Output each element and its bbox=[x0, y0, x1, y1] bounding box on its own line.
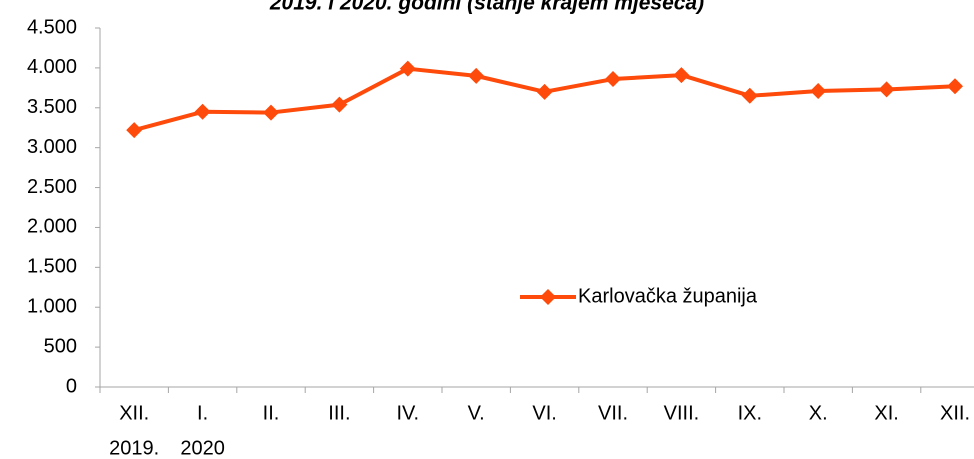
x-group-label: 2020 bbox=[180, 437, 225, 459]
y-tick-label: 1.500 bbox=[27, 256, 77, 278]
x-tick-label: II. bbox=[263, 402, 280, 424]
marker bbox=[536, 83, 553, 100]
x-tick-label: XII. bbox=[119, 402, 149, 424]
legend-label: Karlovačka županija bbox=[578, 285, 758, 307]
x-tick-label: IV. bbox=[396, 402, 419, 424]
x-tick-label: XI. bbox=[874, 402, 898, 424]
marker bbox=[399, 60, 416, 77]
legend-marker bbox=[540, 289, 556, 305]
y-tick-label: 500 bbox=[44, 335, 77, 357]
marker bbox=[194, 103, 211, 120]
x-group-label: 2019. bbox=[109, 437, 159, 459]
marker bbox=[468, 67, 485, 84]
y-tick-label: 4.500 bbox=[27, 16, 77, 38]
marker bbox=[741, 87, 758, 104]
y-tick-label: 0 bbox=[66, 375, 77, 397]
marker bbox=[263, 104, 279, 121]
y-tick-label: 3.000 bbox=[27, 136, 77, 158]
marker bbox=[331, 96, 348, 113]
x-tick-label: I. bbox=[197, 402, 208, 424]
marker bbox=[126, 122, 143, 139]
marker bbox=[947, 78, 963, 95]
x-tick-label: VIII. bbox=[664, 402, 700, 424]
y-tick-label: 2.500 bbox=[27, 176, 77, 198]
y-tick-label: 2.000 bbox=[27, 216, 77, 238]
marker bbox=[810, 83, 827, 100]
y-tick-label: 3.500 bbox=[27, 96, 77, 118]
x-tick-label: IX. bbox=[738, 402, 762, 424]
chart-title: 2019. i 2020. godini (stanje krajem mjes… bbox=[269, 0, 704, 15]
y-tick-label: 1.000 bbox=[27, 296, 77, 318]
x-tick-label: VI. bbox=[532, 402, 556, 424]
x-tick-label: III. bbox=[328, 402, 350, 424]
marker bbox=[605, 71, 621, 88]
x-tick-label: XII. bbox=[940, 402, 970, 424]
x-tick-label: V. bbox=[468, 402, 485, 424]
y-tick-label: 4.000 bbox=[27, 56, 77, 78]
marker bbox=[673, 67, 690, 84]
x-tick-label: X. bbox=[809, 402, 828, 424]
x-tick-label: VII. bbox=[598, 402, 628, 424]
marker bbox=[878, 81, 895, 98]
